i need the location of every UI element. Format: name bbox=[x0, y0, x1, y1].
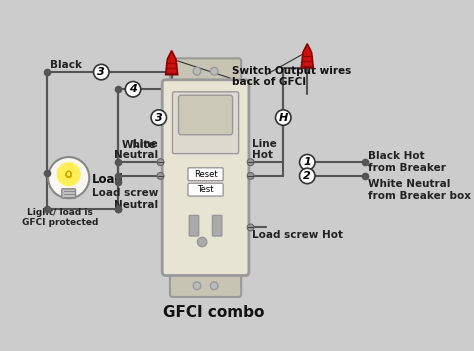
Text: Line
Hot: Line Hot bbox=[252, 139, 277, 160]
FancyBboxPatch shape bbox=[170, 266, 241, 297]
Text: White Neutral
from Breaker box: White Neutral from Breaker box bbox=[368, 179, 471, 201]
Text: 3: 3 bbox=[97, 67, 105, 77]
Circle shape bbox=[197, 237, 207, 247]
Text: 2: 2 bbox=[303, 171, 311, 181]
Text: Load screw
Neutral: Load screw Neutral bbox=[91, 188, 158, 210]
Circle shape bbox=[247, 159, 254, 166]
Circle shape bbox=[157, 159, 164, 166]
Text: 4: 4 bbox=[129, 84, 137, 94]
Polygon shape bbox=[301, 44, 313, 68]
Text: Reset: Reset bbox=[194, 170, 218, 179]
FancyBboxPatch shape bbox=[162, 80, 249, 276]
Text: Light/ load is
GFCI protected: Light/ load is GFCI protected bbox=[22, 208, 98, 227]
Circle shape bbox=[275, 110, 291, 125]
FancyBboxPatch shape bbox=[188, 168, 223, 181]
Text: Switch Output wires
back of GFCI: Switch Output wires back of GFCI bbox=[232, 66, 351, 87]
FancyBboxPatch shape bbox=[212, 216, 222, 236]
Circle shape bbox=[210, 282, 218, 290]
Circle shape bbox=[93, 64, 109, 80]
Text: White: White bbox=[122, 140, 156, 150]
Circle shape bbox=[300, 154, 315, 170]
Text: Line
Neutral: Line Neutral bbox=[114, 139, 158, 160]
Text: GFCI combo: GFCI combo bbox=[164, 305, 265, 320]
FancyBboxPatch shape bbox=[188, 183, 223, 196]
Text: Test: Test bbox=[197, 185, 214, 194]
Circle shape bbox=[48, 157, 89, 198]
Text: H: H bbox=[279, 113, 288, 122]
Polygon shape bbox=[165, 51, 178, 75]
Text: Black: Black bbox=[50, 60, 82, 70]
FancyBboxPatch shape bbox=[189, 216, 199, 236]
FancyBboxPatch shape bbox=[179, 95, 233, 135]
Circle shape bbox=[247, 224, 254, 231]
Circle shape bbox=[125, 81, 141, 97]
FancyBboxPatch shape bbox=[62, 189, 75, 198]
Circle shape bbox=[57, 162, 81, 186]
Circle shape bbox=[193, 67, 201, 75]
FancyBboxPatch shape bbox=[170, 58, 241, 89]
Text: 1: 1 bbox=[303, 157, 311, 167]
Circle shape bbox=[300, 168, 315, 184]
Text: 3: 3 bbox=[155, 113, 163, 122]
Circle shape bbox=[193, 282, 201, 290]
Circle shape bbox=[157, 172, 164, 179]
Text: Load screw Hot: Load screw Hot bbox=[252, 230, 343, 240]
Text: Load: Load bbox=[92, 173, 124, 186]
Circle shape bbox=[151, 110, 166, 125]
Circle shape bbox=[210, 67, 218, 75]
Circle shape bbox=[247, 172, 254, 179]
Text: Black Hot
from Breaker: Black Hot from Breaker bbox=[368, 151, 446, 173]
FancyBboxPatch shape bbox=[173, 92, 238, 154]
